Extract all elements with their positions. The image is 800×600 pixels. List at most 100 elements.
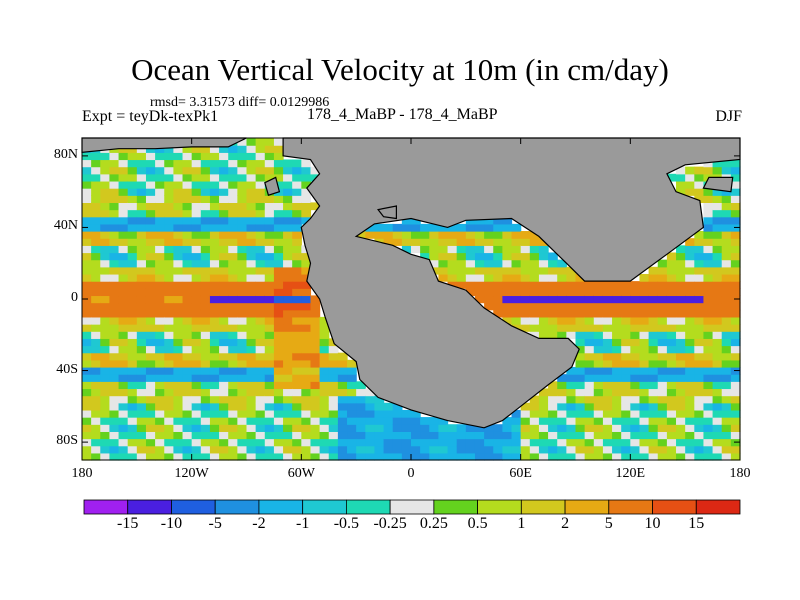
field-cell: [529, 445, 540, 454]
field-cell: [292, 302, 302, 311]
field-cell: [145, 445, 156, 454]
colorbar-swatch: [302, 499, 347, 515]
field-cell: [365, 431, 376, 440]
field-cell: [292, 374, 302, 382]
field-cell: [548, 252, 558, 261]
field-cell: [136, 452, 147, 461]
field-cell: [219, 359, 229, 368]
field-cell: [237, 409, 248, 418]
field-cell: [328, 374, 339, 382]
field-cell: [721, 209, 732, 218]
field-cell: [100, 395, 111, 404]
field-cell: [255, 324, 266, 332]
field-cell: [127, 338, 138, 347]
colorbar-label: 0.5: [467, 515, 488, 532]
field-cell: [200, 302, 211, 311]
field-cell: [264, 395, 275, 404]
field-cell: [273, 152, 284, 161]
field-cell: [109, 295, 120, 304]
field-cell: [694, 445, 705, 454]
field-cell: [420, 252, 430, 261]
field-cell: [127, 173, 138, 182]
field-cell: [374, 231, 385, 239]
field-cell: [109, 259, 120, 268]
field-cell: [100, 295, 111, 304]
field-cell: [730, 159, 741, 168]
field-cell: [118, 431, 129, 440]
field-cell: [520, 452, 531, 461]
field-cell: [648, 395, 659, 404]
field-cell: [155, 209, 165, 218]
field-cell: [219, 452, 229, 461]
field-cell: [91, 281, 101, 289]
field-cell: [676, 424, 686, 432]
field-cell: [200, 445, 211, 454]
field-cell: [557, 388, 567, 397]
field-cell: [511, 259, 522, 268]
field-cell: [182, 188, 193, 196]
field-cell: [91, 438, 101, 447]
field-cell: [173, 202, 184, 211]
field-cell: [292, 245, 302, 254]
field-cell: [173, 359, 184, 368]
field-cell: [100, 302, 111, 311]
field-cell: [273, 316, 284, 325]
field-cell: [191, 259, 202, 268]
field-cell: [219, 145, 229, 153]
field-cell: [575, 445, 586, 454]
field-cell: [127, 431, 138, 440]
field-cell: [209, 431, 220, 440]
field-cell: [209, 295, 220, 304]
field-cell: [219, 216, 229, 225]
field-cell: [456, 231, 467, 239]
field-cell: [118, 366, 129, 375]
field-cell: [273, 309, 284, 318]
field-cell: [383, 223, 394, 232]
field-cell: [155, 238, 165, 246]
field-cell: [246, 316, 257, 325]
field-cell: [136, 352, 147, 361]
field-cell: [657, 281, 668, 289]
field-cell: [145, 173, 156, 182]
field-cell: [328, 395, 339, 404]
field-cell: [676, 417, 686, 425]
field-cell: [411, 452, 421, 461]
field-cell: [694, 374, 705, 382]
field-cell: [109, 359, 120, 368]
field-cell: [155, 166, 165, 175]
landmass-2: [264, 176, 281, 196]
field-cell: [228, 424, 238, 432]
field-cell: [474, 252, 485, 261]
field-cell: [283, 223, 293, 232]
field-cell: [730, 352, 741, 361]
field-cell: [173, 159, 184, 168]
field-cell: [228, 338, 238, 347]
field-cell: [328, 417, 339, 425]
field-cell: [100, 209, 111, 218]
field-cell: [91, 166, 101, 175]
field-cell: [356, 402, 366, 411]
field-cell: [127, 359, 138, 368]
field-cell: [209, 273, 220, 282]
field-cell: [676, 338, 686, 347]
field-cell: [155, 302, 165, 311]
field-cell: [255, 402, 266, 411]
field-cell: [155, 352, 165, 361]
field-cell: [283, 166, 293, 175]
field-cell: [730, 452, 741, 461]
stats-label: rmsd= 3.31573 diff= 0.0129986: [150, 95, 330, 110]
field-cell: [657, 331, 668, 339]
field-cell: [721, 452, 732, 461]
field-cell: [401, 245, 412, 254]
field-cell: [228, 202, 238, 211]
field-cell: [721, 388, 732, 397]
field-cell: [191, 166, 202, 175]
field-cell: [621, 402, 631, 411]
field-cell: [465, 231, 476, 239]
field-cell: [173, 295, 184, 304]
field-cell: [219, 388, 229, 397]
field-cell: [621, 338, 631, 347]
field-cell: [164, 252, 174, 261]
field-cell: [191, 324, 202, 332]
field-cell: [411, 431, 421, 440]
